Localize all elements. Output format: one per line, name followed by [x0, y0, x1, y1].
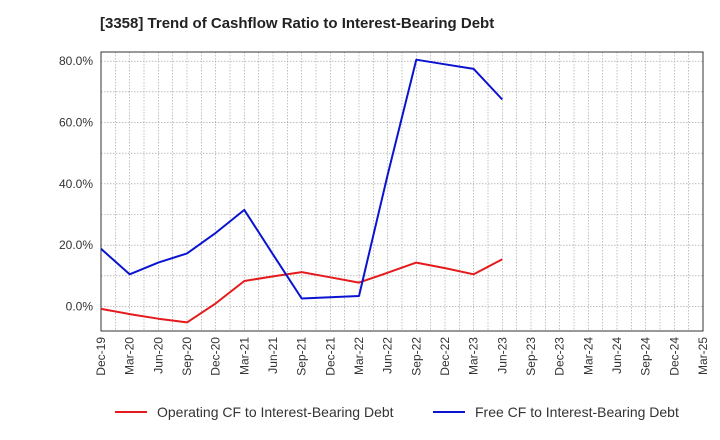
x-tick-label: Dec-19: [94, 337, 108, 376]
legend-label-operating-cf: Operating CF to Interest-Bearing Debt: [157, 404, 394, 420]
x-tick-label: Sep-20: [180, 337, 194, 376]
y-tick-label: 0.0%: [66, 299, 94, 313]
y-tick-label: 60.0%: [59, 116, 93, 130]
y-tick-label: 40.0%: [59, 177, 93, 191]
chart-title: [3358] Trend of Cashflow Ratio to Intere…: [100, 15, 495, 32]
legend-item-free-cf: Free CF to Interest-Bearing Debt: [433, 404, 679, 420]
series-line-operating-cf: [100, 258, 503, 324]
y-tick-label: 20.0%: [59, 238, 93, 252]
x-tick-label: Jun-21: [266, 337, 280, 374]
x-tick-label: Mar-21: [237, 337, 251, 375]
legend-swatch-operating-cf: [115, 411, 147, 413]
x-tick-label: Mar-24: [581, 337, 595, 375]
legend-label-free-cf: Free CF to Interest-Bearing Debt: [475, 404, 679, 420]
plot-frame: [100, 51, 704, 332]
x-tick-label: Mar-22: [352, 337, 366, 375]
chart-legend: Operating CF to Interest-Bearing Debt Fr…: [0, 404, 720, 426]
x-tick-label: Mar-20: [123, 337, 137, 375]
legend-item-operating-cf: Operating CF to Interest-Bearing Debt: [115, 404, 394, 420]
x-tick-label: Dec-20: [209, 337, 223, 376]
series-line-free-cf: [100, 58, 504, 300]
y-tick-label: 80.0%: [59, 54, 93, 68]
x-tick-label: Sep-23: [524, 337, 538, 376]
x-tick-label: Dec-22: [438, 337, 452, 376]
x-tick-label: Jun-23: [495, 337, 509, 374]
x-tick-label: Dec-23: [553, 337, 567, 376]
x-tick-label: Dec-24: [667, 337, 681, 376]
x-tick-label: Sep-21: [295, 337, 309, 376]
x-tick-label: Mar-25: [696, 337, 710, 375]
x-tick-label: Jun-20: [151, 337, 165, 374]
x-tick-label: Sep-24: [639, 337, 653, 376]
x-tick-label: Dec-21: [323, 337, 337, 376]
x-tick-label: Mar-23: [467, 337, 481, 375]
x-tick-label: Sep-22: [409, 337, 423, 376]
x-tick-label: Jun-22: [381, 337, 395, 374]
legend-swatch-free-cf: [433, 411, 465, 413]
chart-plot: 0.0% 20.0% 40.0% 60.0% 80.0% Dec-19 Mar-20 Jun-…: [59, 51, 710, 376]
x-tick-label: Jun-24: [610, 337, 624, 374]
